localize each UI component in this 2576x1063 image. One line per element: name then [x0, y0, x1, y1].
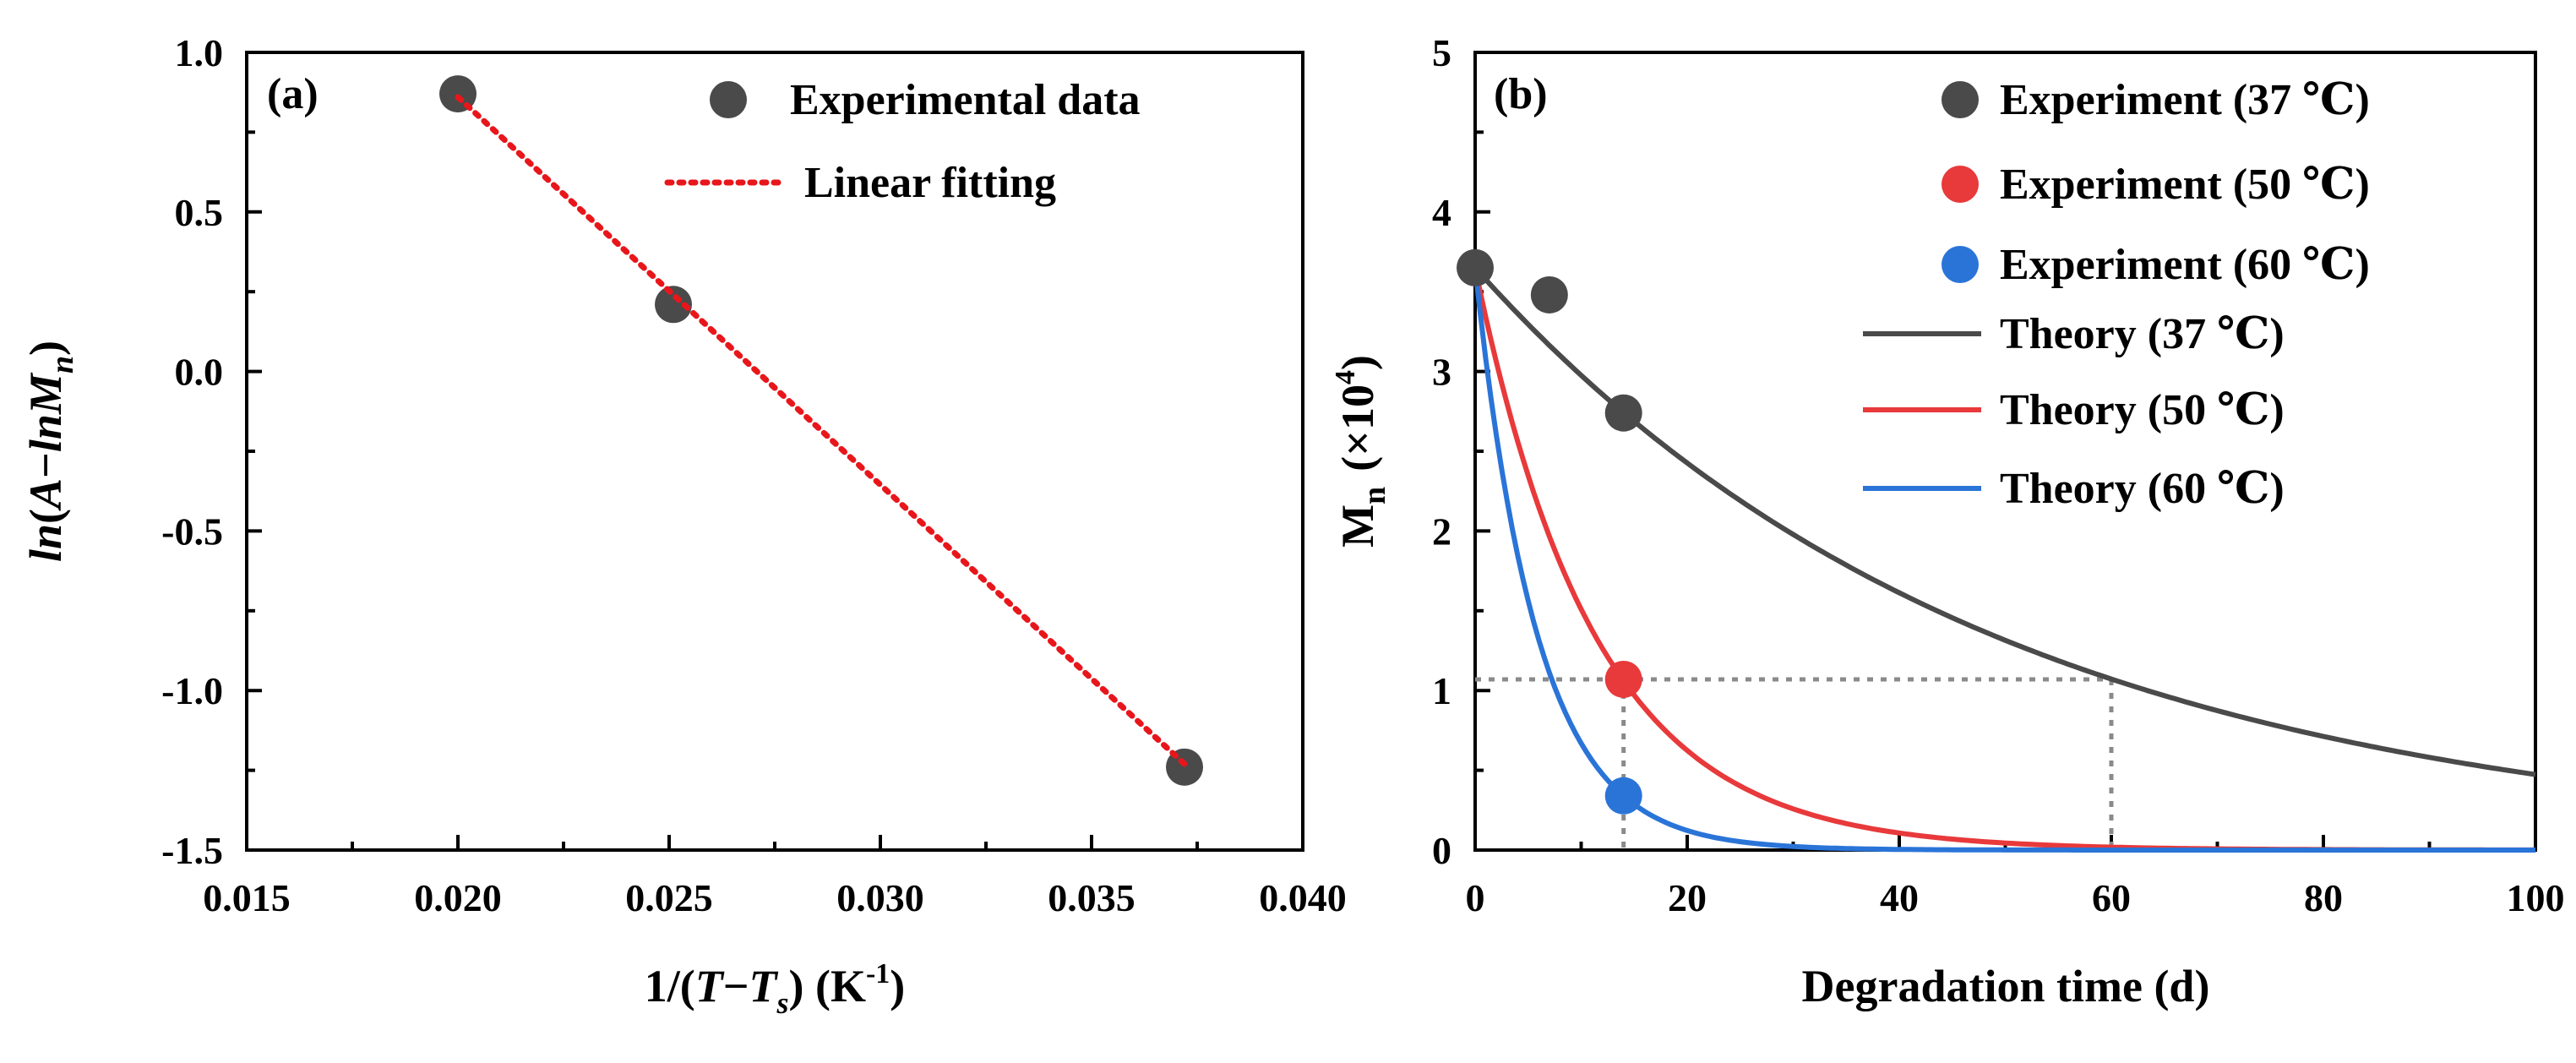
experimental-point	[655, 286, 692, 324]
panel-b-x-tick-label: 80	[2304, 876, 2343, 919]
panel-b-x-tick-label: 60	[2092, 876, 2131, 919]
panel-a-y-axis-label: ln(A−lnMn)	[20, 341, 80, 562]
panel-b-y-tick-label: 2	[1432, 510, 1451, 553]
panel-a-x-tick-label: 0.025	[625, 876, 713, 919]
legend-b-marker-exp60	[1942, 246, 1979, 283]
panel-a-y-tick-label: -0.5	[161, 510, 223, 553]
theory-curve	[1473, 265, 2536, 777]
legend-b-label-theory60: Theory (60 ℃)	[2000, 465, 2285, 513]
legend-a-marker-experimental	[710, 81, 747, 118]
panel-a-legend: Experimental data Linear fitting	[664, 76, 1141, 207]
panel-b-y-tick-label: 5	[1432, 31, 1451, 74]
panel-a-y-tick-label: 0.0	[175, 351, 224, 394]
panel-b-x-tick-label: 0	[1466, 876, 1485, 919]
panel-a-x-tick-label: 0.030	[836, 876, 924, 919]
panel-a-marks	[439, 75, 1203, 786]
panel-a-x-tick-labels: 0.015 0.020 0.025 0.030 0.035 0.040	[203, 876, 1347, 919]
linear-fit-line	[455, 94, 1188, 767]
legend-b-label-exp50: Experiment (50 ℃)	[2000, 161, 2370, 209]
experiment-point	[1457, 248, 1494, 286]
panel-b-x-tick-labels: 0 20 40 60 80 100	[1466, 876, 2565, 919]
legend-b-label-theory50: Theory (50 ℃)	[2000, 386, 2285, 434]
panel-b-x-tick-label: 100	[2507, 876, 2565, 919]
panel-b-legend: Experiment (37 ℃) Experiment (50 ℃) Expe…	[1863, 76, 2370, 513]
experiment-point	[1604, 777, 1642, 815]
panel-b-y-tick-labels: 5 4 3 2 1 0	[1432, 31, 1451, 872]
experiment-point	[1604, 660, 1642, 698]
panel-a-x-axis-label: 1/(T−Ts) (K-1)	[645, 958, 906, 1020]
panel-b-label: (b)	[1494, 70, 1548, 118]
panel-b-x-tick-label: 40	[1880, 876, 1919, 919]
panel-b-x-axis-label: Degradation time (d)	[1802, 961, 2210, 1011]
panel-a-y-tick-label: 0.5	[175, 191, 224, 234]
panel-a-label: (a)	[267, 70, 319, 118]
panel-a-ticks	[245, 51, 1304, 852]
panel-b-y-tick-label: 1	[1432, 669, 1451, 712]
panel-a-x-tick-label: 0.015	[203, 876, 291, 919]
panel-a-y-tick-label: 1.0	[175, 31, 224, 74]
panel-b-y-tick-label: 4	[1432, 191, 1451, 234]
panel-a-y-tick-label: -1.0	[161, 669, 223, 712]
panel-a-y-tick-labels: 1.0 0.5 0.0 -0.5 -1.0 -1.5	[161, 31, 223, 872]
panel-b: 0 20 40 60 80 100 5 4 3 2 1 0 (b) Experiment (37 ℃…	[1330, 31, 2565, 1011]
panel-a-x-tick-label: 0.040	[1259, 876, 1347, 919]
experiment-point	[1530, 275, 1568, 313]
panel-a-y-tick-label: -1.5	[161, 829, 223, 872]
legend-a-label-experimental: Experimental data	[790, 76, 1141, 124]
panel-a-x-tick-label: 0.035	[1048, 876, 1136, 919]
panel-b-marks	[1457, 248, 2536, 853]
experiment-point	[1604, 394, 1642, 432]
legend-b-label-exp60: Experiment (60 ℃)	[2000, 241, 2370, 289]
panel-b-x-tick-label: 20	[1668, 876, 1707, 919]
legend-b-label-exp37: Experiment (37 ℃)	[2000, 76, 2370, 124]
legend-b-label-theory37: Theory (37 ℃)	[2000, 310, 2285, 358]
panel-b-y-tick-label: 3	[1432, 351, 1451, 394]
theory-curve	[1473, 267, 2535, 853]
panel-a-x-tick-label: 0.020	[414, 876, 502, 919]
panel-a: 0.015 0.020 0.025 0.030 0.035 0.040 1.0 0.5 0.0…	[20, 31, 1347, 1020]
panel-b-y-tick-label: 0	[1432, 829, 1451, 872]
legend-a-label-linear: Linear fitting	[804, 159, 1056, 207]
panel-b-y-axis-label: Mn(×104)	[1330, 355, 1392, 548]
legend-b-marker-exp50	[1942, 166, 1979, 203]
legend-b-marker-exp37	[1942, 81, 1979, 118]
